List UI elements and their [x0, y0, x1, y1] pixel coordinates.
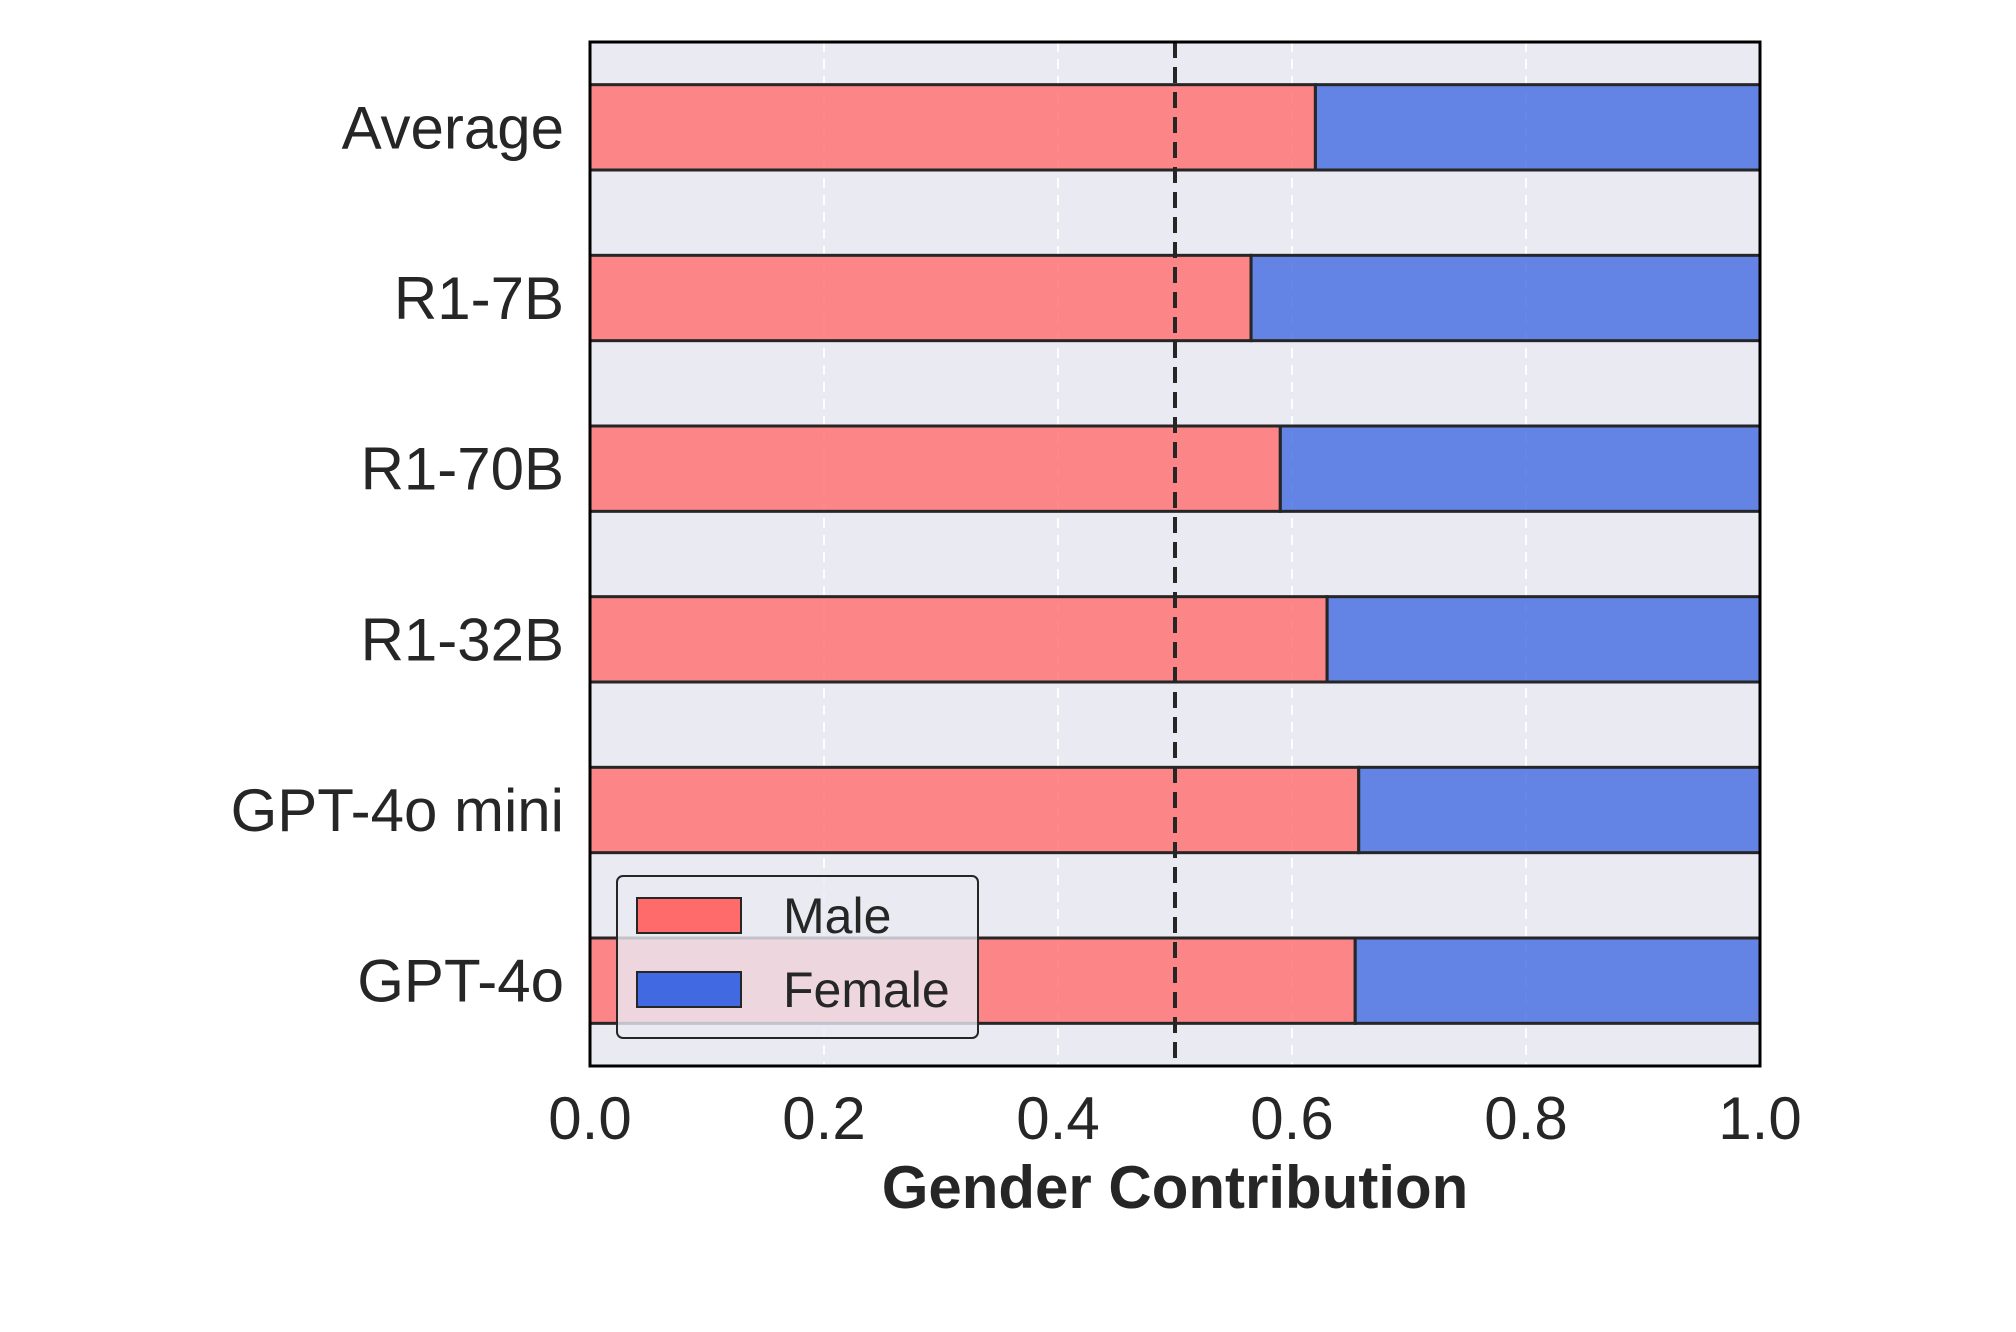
plot-frame: [588, 40, 1762, 1068]
x-tick-0-4: 0.4: [1016, 1085, 1099, 1152]
bar-r1-7b-male: [588, 253, 1253, 343]
bar-average-male: [588, 83, 1317, 172]
legend-label-female: Female: [783, 962, 950, 1018]
y-tick-gpt-4o-mini: GPT-4o mini: [231, 777, 564, 844]
x-tick-0-2: 0.2: [782, 1085, 865, 1152]
legend-label-male: Male: [783, 888, 891, 944]
legend-swatch-male: [636, 897, 742, 934]
y-tick-labels: Average R1-7B R1-70B R1-32B GPT-4o mini GPT-4…: [231, 94, 564, 1014]
y-tick-average: Average: [342, 94, 564, 161]
bar-average-female: [1313, 83, 1762, 172]
bar-gpt-4o-female: [1353, 936, 1762, 1025]
y-tick-gpt-4o: GPT-4o: [357, 948, 564, 1015]
x-tick-labels: 0.0 0.2 0.4 0.6 0.8 1.0: [548, 1085, 1801, 1152]
x-tick-0-6: 0.6: [1250, 1085, 1333, 1152]
x-axis-title: Gender Contribution: [882, 1154, 1469, 1221]
bars: [588, 83, 1762, 1025]
bar-r1-32b-female: [1325, 595, 1762, 684]
bar-r1-70b-male: [588, 424, 1282, 513]
y-tick-r1-7b: R1-7B: [394, 265, 564, 332]
legend: Male Female: [616, 875, 979, 1039]
x-tick-0-0: 0.0: [548, 1085, 631, 1152]
bar-gpt-4o-mini-male: [588, 765, 1361, 855]
bar-r1-7b-female: [1249, 253, 1762, 343]
bar-r1-70b-female: [1278, 424, 1762, 513]
legend-swatch-female: [636, 971, 742, 1008]
y-tick-r1-32b: R1-32B: [361, 606, 564, 673]
y-tick-r1-70b: R1-70B: [361, 436, 564, 503]
x-tick-1-0: 1.0: [1718, 1085, 1801, 1152]
x-tick-0-8: 0.8: [1484, 1085, 1567, 1152]
bar-r1-32b-male: [588, 595, 1329, 684]
bar-gpt-4o-mini-female: [1357, 765, 1762, 855]
